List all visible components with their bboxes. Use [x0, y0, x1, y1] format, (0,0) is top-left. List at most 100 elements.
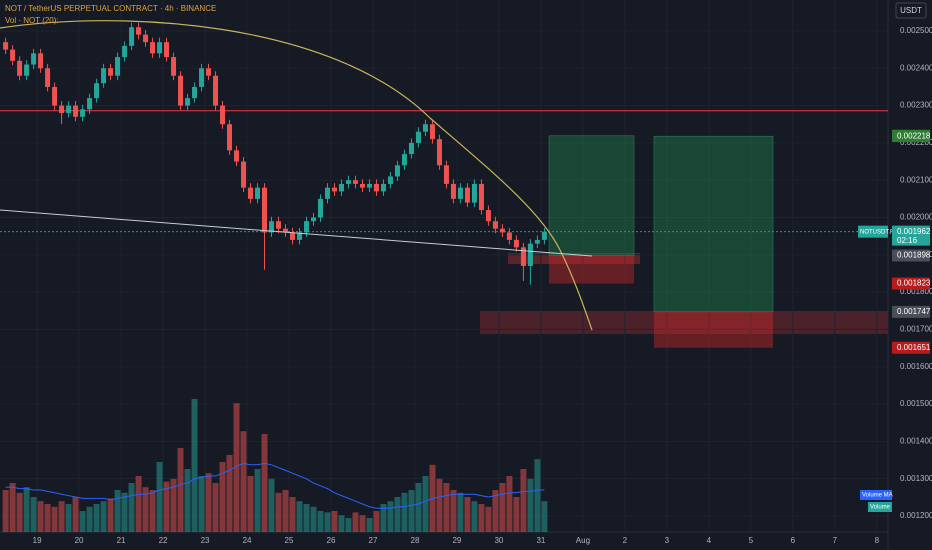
candle-body: [317, 198, 323, 218]
volume-bar: [275, 492, 282, 532]
legend-entry: Volume: [870, 505, 891, 511]
volume-bar: [254, 469, 261, 532]
candle-body: [38, 53, 44, 69]
volume-bar: [233, 403, 240, 532]
x-tick-label: 20: [75, 536, 84, 545]
candle-body: [506, 232, 512, 240]
candle-body: [450, 183, 456, 199]
candle-body: [387, 176, 393, 184]
volume-bar: [135, 476, 142, 532]
candle-body: [352, 180, 358, 184]
candle-body: [234, 150, 240, 162]
supply-zone: [480, 311, 888, 334]
volume-bar: [30, 497, 37, 532]
x-tick-label: 5: [749, 536, 754, 545]
candle-body: [157, 42, 163, 54]
volume-bar: [415, 483, 422, 532]
volume-bar: [506, 476, 513, 532]
volume-bar: [324, 512, 331, 532]
volume-bar: [191, 399, 198, 532]
volume-ma-line: [5, 462, 545, 509]
candle-body: [45, 68, 51, 87]
y-tick-label: 0.002500: [900, 26, 932, 35]
volume-bar: [240, 431, 247, 532]
currency-box[interactable]: [895, 2, 927, 19]
volume-bar: [121, 492, 128, 532]
volume-bar: [65, 504, 72, 532]
volume-bar: [9, 483, 16, 532]
profit-zone: [548, 135, 635, 256]
chart-title: NOT / TetherUS PERPETUAL CONTRACT · 4h ·…: [5, 4, 216, 13]
x-tick-label: 23: [201, 536, 210, 545]
candle-body: [478, 183, 484, 211]
x-tick-label: 2: [623, 536, 628, 545]
candle-body: [164, 42, 170, 58]
volume-bar: [317, 511, 324, 532]
volume-bar: [86, 506, 93, 532]
candle-body: [24, 64, 30, 76]
candle-body: [192, 86, 198, 99]
candle-body: [485, 210, 491, 222]
volume-bar: [464, 497, 471, 532]
volume-bar: [527, 478, 534, 532]
volume-bar: [44, 504, 51, 532]
candle-body: [248, 187, 254, 199]
candle-body: [241, 161, 247, 188]
x-tick-label: 31: [536, 536, 545, 545]
volume-bar: [331, 511, 338, 532]
volume-bar: [93, 504, 100, 532]
candle-body: [534, 239, 540, 244]
volume-bar: [114, 490, 121, 532]
x-tick-label: 6: [791, 536, 796, 545]
volume-bar: [534, 459, 541, 532]
volume-bar: [205, 473, 212, 532]
candle-body: [115, 57, 121, 76]
candle-body: [3, 42, 9, 50]
volume-bar: [261, 434, 268, 532]
y-tick-label: 0.001700: [900, 325, 932, 334]
candle-body: [199, 68, 205, 87]
volume-bar: [37, 501, 44, 532]
small-zone: [508, 253, 640, 264]
candle-body: [52, 86, 58, 106]
y-tick-label: 0.002300: [900, 101, 932, 110]
candle-body: [122, 45, 128, 58]
entry-label: 0.001747: [897, 307, 931, 316]
candle-body: [401, 154, 407, 166]
x-tick-label: 3: [665, 536, 670, 545]
last-price-box: [892, 225, 930, 246]
candle-body: [129, 27, 135, 46]
volume-bar: [345, 518, 352, 532]
volume-bar: [422, 476, 429, 532]
candle-body: [31, 53, 37, 65]
volume-bar: [268, 478, 275, 532]
candle-body: [422, 124, 428, 132]
volume-bar: [149, 490, 156, 532]
loss-zone: [549, 255, 634, 284]
candle-body: [366, 183, 372, 188]
x-tick-label: 8: [875, 536, 880, 545]
volume-bar: [16, 492, 23, 532]
volume-bar: [2, 490, 9, 532]
volume-bar: [296, 501, 303, 532]
candle-body: [429, 124, 435, 140]
volume-bar: [394, 497, 401, 532]
volume-bar: [72, 497, 79, 532]
volume-bar: [387, 501, 394, 532]
volume-bar: [436, 478, 443, 532]
candle-body: [87, 98, 93, 110]
volume-bar: [541, 501, 548, 532]
x-tick-label: 22: [159, 536, 168, 545]
candle-body: [541, 231, 547, 240]
volume-bar: [478, 504, 485, 532]
volume-bar: [198, 476, 205, 532]
candle-body: [520, 247, 526, 266]
candle-body: [331, 187, 337, 192]
candle-body: [443, 165, 449, 184]
legend-box: [860, 490, 892, 500]
currency: USDT: [900, 6, 922, 15]
candle-body: [359, 183, 365, 188]
volume-bar: [184, 469, 191, 532]
candle-body: [296, 232, 302, 240]
